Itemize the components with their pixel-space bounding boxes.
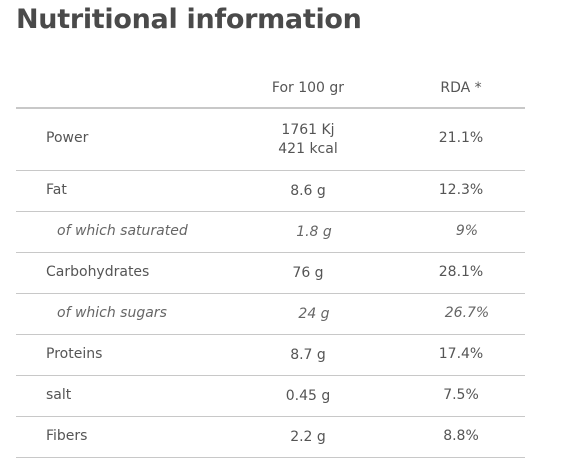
row-label: Power [46,130,89,146]
per-100-value: 76 g [292,264,324,281]
column-header: For 100 gr [271,80,345,96]
per-100-value: 1761 Kj [281,121,335,138]
row-rule [16,211,525,212]
row-label: of which saturated [57,222,188,239]
row-rule [16,170,525,171]
column-header: RDA * [440,80,482,96]
title: Nutritional information [16,4,362,35]
row-label: Carbohydrates [46,263,150,280]
row-label: Fibers [46,427,88,444]
per-100-value: 2.2 g [290,428,326,445]
per-100-value: 8.7 g [290,346,326,363]
row-label: of which sugars [57,304,167,321]
rda-value: 7.5% [443,386,479,403]
header-rule [16,107,525,109]
row-label: Proteins [46,345,103,362]
rda-value: 8.8% [443,427,479,444]
row-rule [16,334,525,335]
row-label: Fat [46,181,67,198]
row-rule [16,457,525,458]
per-100-value: 24 g [298,305,330,322]
row-rule [16,416,525,417]
rda-value: 26.7% [444,304,490,321]
per-100-value: 421 kcal [278,140,338,157]
per-100-value: 8.6 g [290,182,326,199]
row-rule [16,252,525,253]
rda-value: 9% [455,222,479,239]
rda-value: 21.1% [438,130,484,146]
per-100-value: 1.8 g [296,223,332,240]
rda-value: 28.1% [438,263,484,280]
row-label: salt [46,386,72,403]
row-rule [16,375,525,376]
row-rule [16,293,525,294]
rda-value: 17.4% [438,345,484,362]
per-100-value: 0.45 g [285,387,331,404]
rda-value: 12.3% [438,181,484,198]
